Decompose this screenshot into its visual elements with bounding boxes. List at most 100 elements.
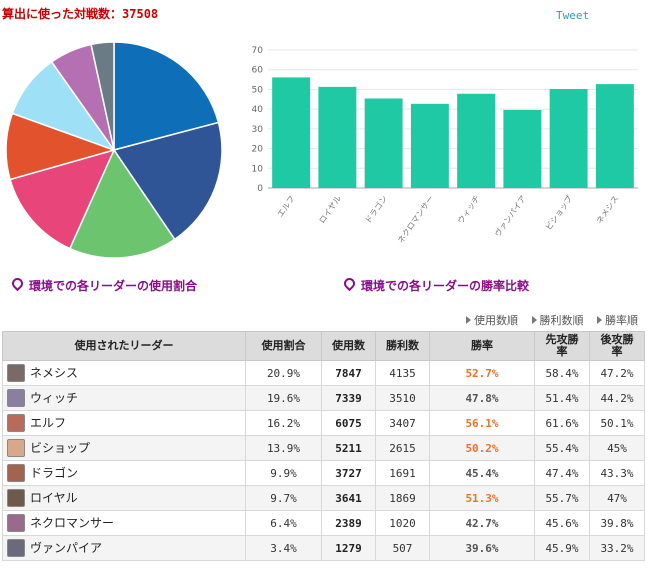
col-header-wins: 勝利数 [375,331,430,361]
first-winrate-cell: 51.4% [534,385,590,411]
table-row: ヴァンパイア 3.4% 1279 507 39.6% 45.9% 33.2% [2,535,645,561]
leader-name: ビショップ [30,440,91,455]
wins-cell: 2615 [375,435,430,461]
x-tick-label: エルフ [276,194,297,219]
share-cell: 9.9% [245,460,322,486]
uses-cell: 7847 [321,360,376,386]
winrate-cell: 39.6% [429,535,535,561]
share-cell: 16.2% [245,410,322,436]
sort-links: 使用数順 勝利数順 勝率順 [456,312,638,328]
title-prefix: 算出に使った対戦数： [2,7,123,21]
y-tick-label: 20 [252,145,264,155]
wins-cell: 3407 [375,410,430,436]
col-header-share: 使用割合 [245,331,322,361]
sort-by-uses-link[interactable]: 使用数順 [466,314,518,327]
pie-slice [68,148,176,259]
x-tick-label: ウィッチ [456,194,482,225]
first-winrate-cell: 61.6% [534,410,590,436]
pie-slice [113,41,220,151]
leader-cell: エルフ [2,410,246,436]
col-header-second-winrate: 後攻勝率 [589,331,645,361]
leader-cell: ネメシス [2,360,246,386]
table-row: ウィッチ 19.6% 7339 3510 47.8% 51.4% 44.2% [2,385,645,411]
second-winrate-cell: 45% [589,435,645,461]
leader-avatar [7,389,25,408]
table-row: ネクロマンサー 6.4% 2389 1020 42.7% 45.6% 39.8% [2,510,645,536]
first-winrate-cell: 45.9% [534,535,590,561]
pin-icon [9,275,26,292]
bar-caption: 環境での各リーダーの勝率比較 [341,275,530,294]
leader-name: ウィッチ [30,390,79,405]
pie-caption-text: 環境での各リーダーの使用割合 [29,279,198,293]
second-winrate-cell: 33.2% [589,535,645,561]
winrate-cell: 52.7% [429,360,535,386]
bar [318,86,357,188]
sort-by-winrate-link[interactable]: 勝率順 [597,314,638,327]
first-winrate-cell: 47.4% [534,460,590,486]
leader-name: ネクロマンサー [30,515,115,530]
col-header-uses: 使用数 [321,331,376,361]
pie-slice [9,148,116,250]
winrate-cell: 45.4% [429,460,535,486]
leader-stats-table: 使用されたリーダー 使用割合 使用数 勝利数 勝率 先攻勝率 後攻勝率 ネメシス… [2,331,645,561]
wins-cell: 1691 [375,460,430,486]
bar [549,89,588,188]
winrate-cell: 42.7% [429,510,535,536]
sort-by-wins-link[interactable]: 勝利数順 [531,314,584,327]
pin-icon [341,275,358,292]
bar [595,84,634,188]
x-tick-label: ヴァンパイア [492,193,528,238]
winrate-cell: 56.1% [429,410,535,436]
winrate-cell: 50.2% [429,435,535,461]
second-winrate-cell: 47% [589,485,645,511]
wins-cell: 3510 [375,385,430,411]
table-row: ロイヤル 9.7% 3641 1869 51.3% 55.7% 47% [2,485,645,511]
table-row: ネメシス 20.9% 7847 4135 52.7% 58.4% 47.2% [2,360,645,386]
leader-avatar [7,464,25,483]
leader-avatar [7,489,25,508]
second-winrate-cell: 44.2% [589,385,645,411]
y-tick-label: 60 [252,66,264,76]
triangle-right-icon [597,316,602,324]
first-winrate-cell: 55.7% [534,485,590,511]
leader-avatar [7,539,25,558]
wins-cell: 4135 [375,360,430,386]
uses-cell: 5211 [321,435,376,461]
uses-cell: 6075 [321,410,376,436]
triangle-right-icon [466,316,471,324]
triangle-right-icon [531,316,537,324]
first-winrate-cell: 55.4% [534,435,590,461]
battle-count-title: 算出に使った対戦数：37508 [2,5,158,22]
leader-avatar [7,439,25,458]
first-winrate-cell: 58.4% [534,360,590,386]
usage-pie-chart [5,41,223,259]
y-tick-label: 10 [252,164,264,174]
bar-caption-text: 環境での各リーダーの勝率比較 [361,279,530,293]
share-cell: 19.6% [245,385,322,411]
y-tick-label: 40 [252,105,264,115]
leader-avatar [7,514,25,533]
y-tick-label: 0 [257,184,263,194]
leader-cell: ネクロマンサー [2,510,246,536]
second-winrate-cell: 43.3% [589,460,645,486]
x-tick-label: ロイヤル [317,194,343,225]
table-body: ネメシス 20.9% 7847 4135 52.7% 58.4% 47.2% ウィッチ 19.6… [2,360,645,561]
bar [410,103,449,188]
uses-cell: 3641 [321,485,376,511]
uses-cell: 7339 [321,385,376,411]
leader-cell: ウィッチ [2,385,246,411]
uses-cell: 3727 [321,460,376,486]
winrate-bar-chart: 0 10 20 30 40 50 60 70 エルフ ロイヤル ドラゴン ネクロマンサー ウィッチ ヴァン… [252,46,638,245]
tweet-button[interactable]: Tweet [556,9,590,22]
leader-avatar [7,414,25,433]
table-header-row: 使用されたリーダー 使用割合 使用数 勝利数 勝率 先攻勝率 後攻勝率 [2,331,645,361]
col-header-first-winrate: 先攻勝率 [534,331,590,361]
share-cell: 9.7% [245,485,322,511]
bar [503,109,542,188]
leader-name: ドラゴン [30,465,79,480]
leader-cell: ドラゴン [2,460,246,486]
bar [272,77,311,188]
uses-cell: 1279 [321,535,376,561]
second-winrate-cell: 50.1% [589,410,645,436]
leader-name: ネメシス [30,365,79,380]
